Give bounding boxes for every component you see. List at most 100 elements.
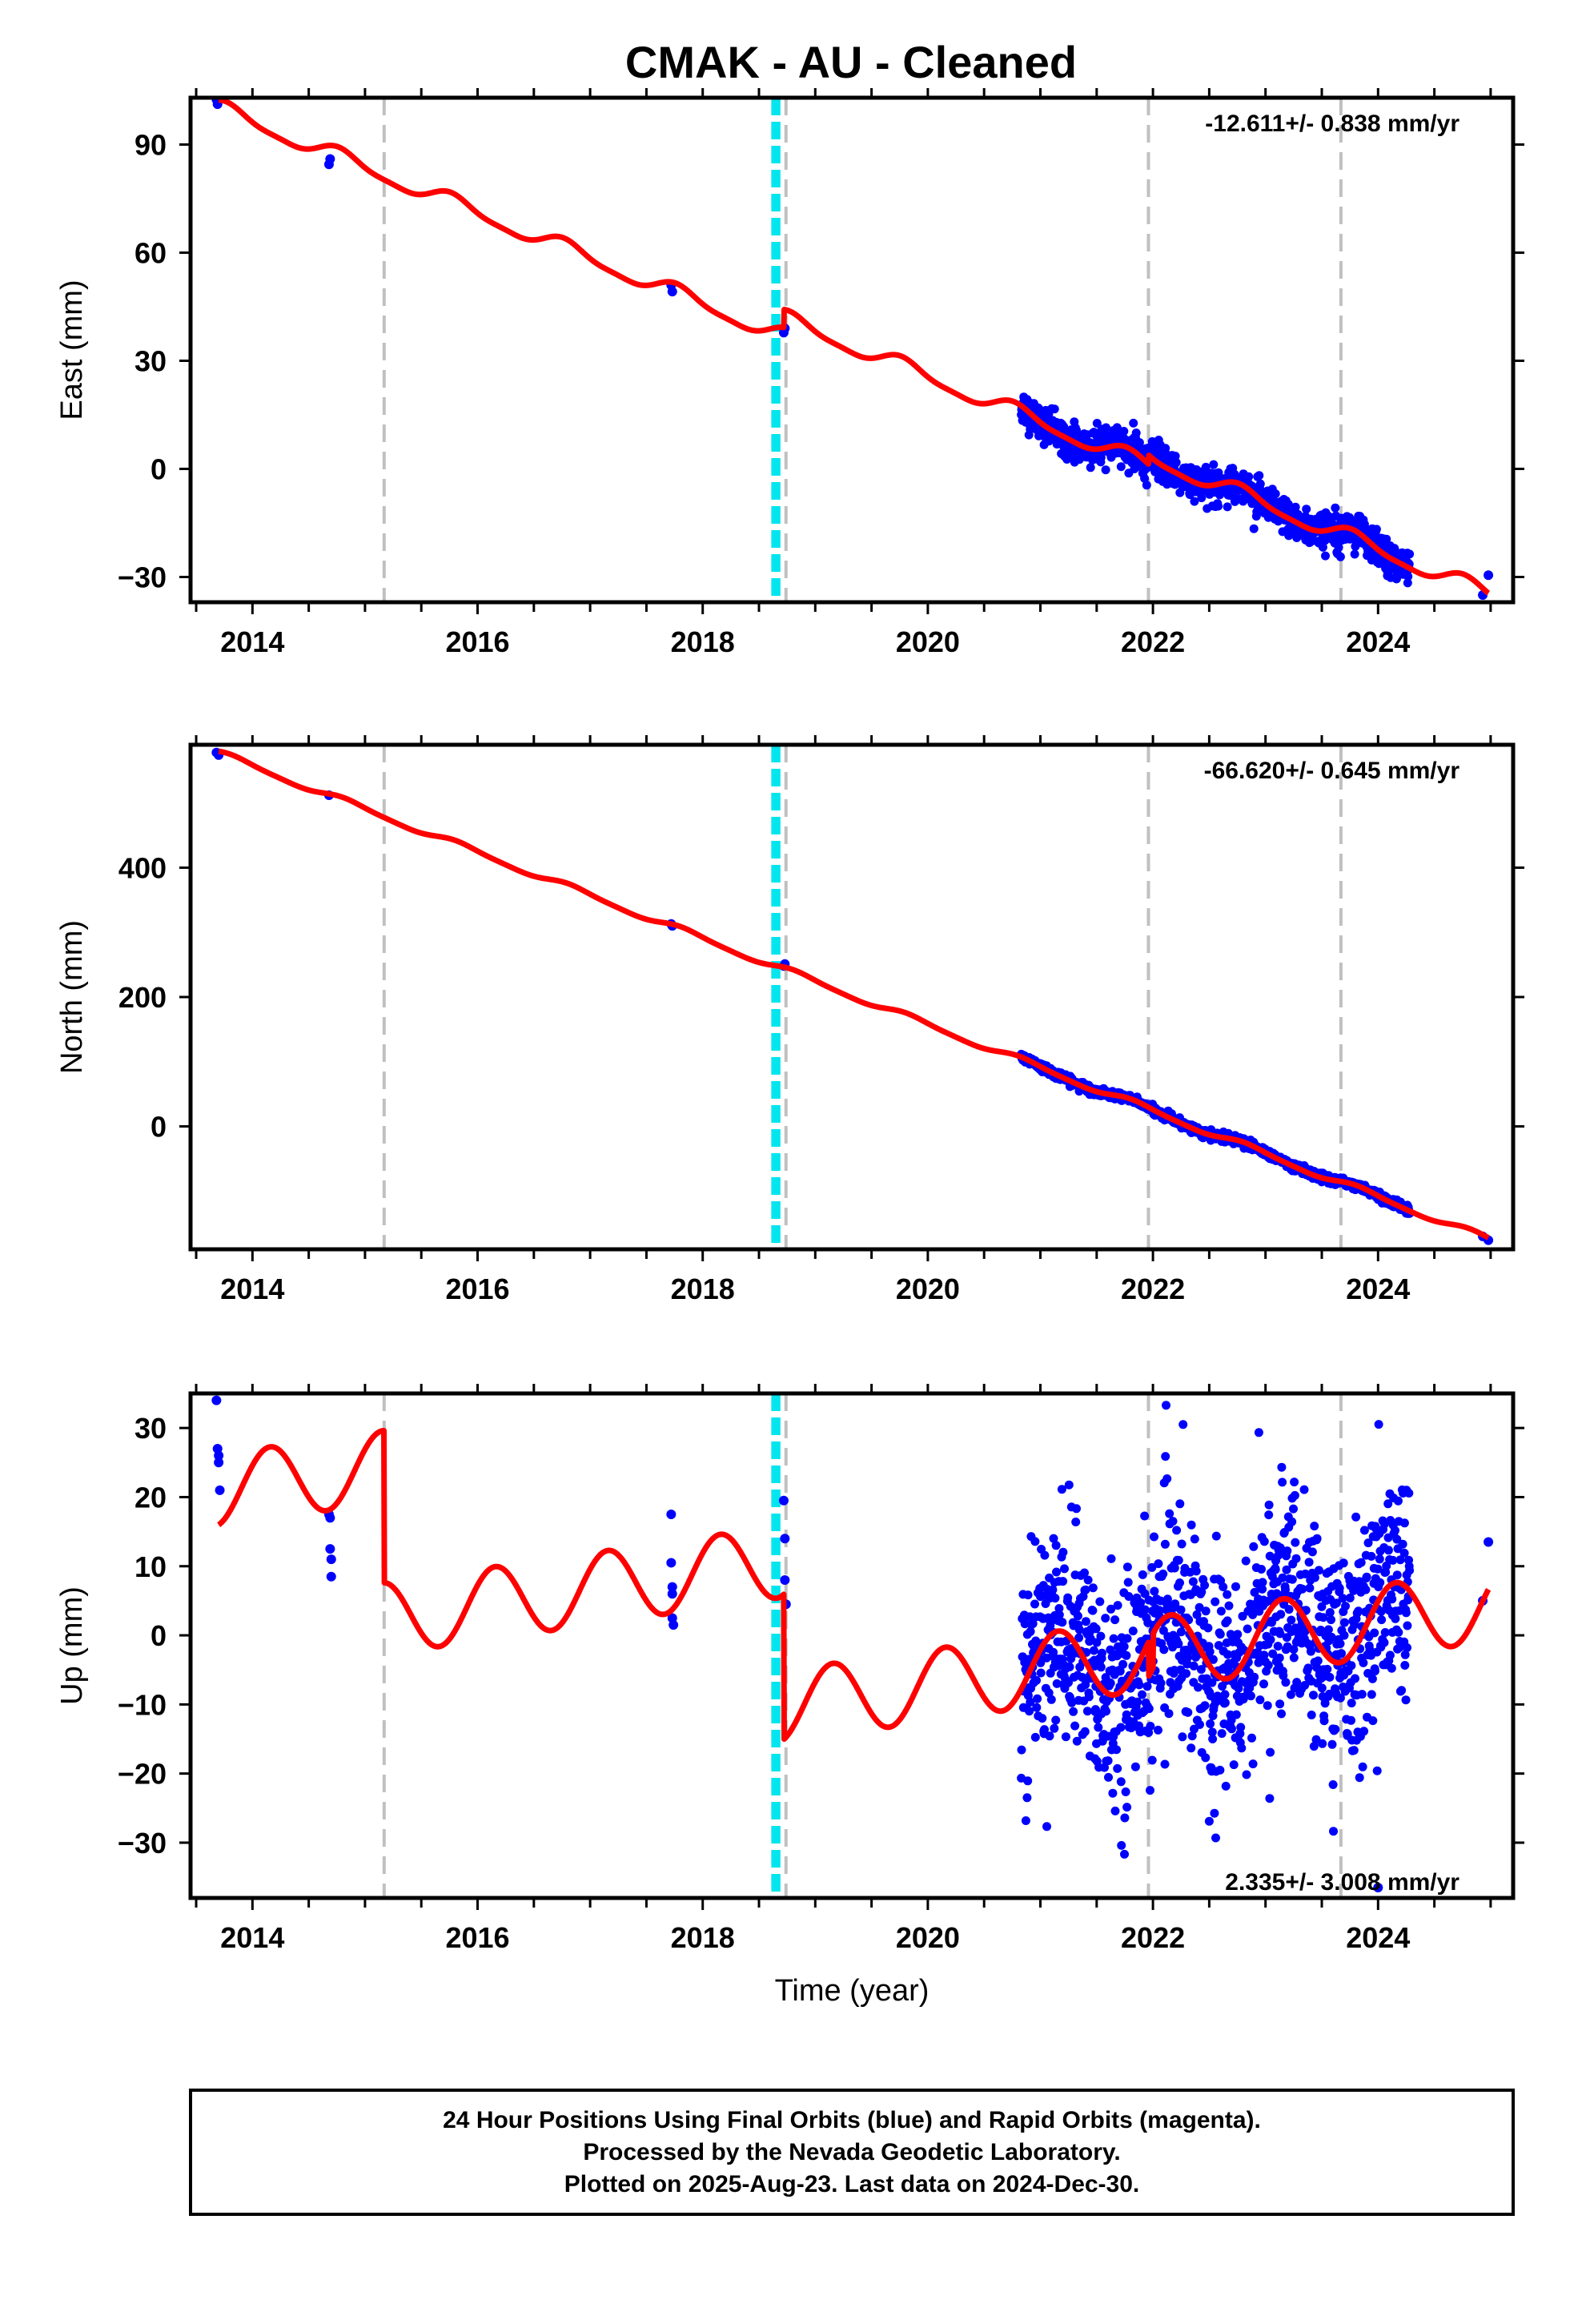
up-data-point — [1263, 1660, 1273, 1670]
east-data-point — [1403, 572, 1413, 581]
up-data-point — [325, 1544, 335, 1554]
up-data-point — [1305, 1583, 1315, 1593]
up-data-point — [1097, 1648, 1106, 1658]
up-data-point — [1391, 1614, 1400, 1623]
up-data-point — [1032, 1675, 1041, 1685]
up-data-point — [1201, 1753, 1211, 1763]
north-x-tick-label: 2014 — [220, 1273, 284, 1305]
up-data-point — [1178, 1732, 1187, 1742]
east-data-point — [1223, 502, 1232, 512]
north-x-tick-label: 2020 — [896, 1273, 960, 1305]
up-data-point — [1317, 1683, 1327, 1693]
up-data-point — [1160, 1539, 1170, 1549]
up-data-point — [1211, 1531, 1221, 1541]
up-data-point — [1266, 1635, 1275, 1644]
up-data-point — [1051, 1715, 1061, 1725]
up-data-point — [1121, 1787, 1130, 1796]
up-data-point — [1351, 1512, 1361, 1522]
up-data-point — [1050, 1723, 1059, 1733]
up-data-point — [1172, 1526, 1182, 1535]
up-data-point — [667, 1589, 677, 1599]
up-data-point — [1250, 1672, 1259, 1682]
east-plot-frame — [188, 95, 1516, 605]
up-data-point — [1259, 1679, 1268, 1689]
up-data-point — [1313, 1656, 1323, 1666]
up-data-point — [1108, 1788, 1118, 1798]
up-data-point — [1327, 1739, 1337, 1749]
up-data-point — [1176, 1605, 1186, 1614]
north-x-tick-label: 2016 — [445, 1273, 509, 1305]
up-data-point — [1117, 1840, 1126, 1850]
up-data-point — [778, 1495, 789, 1506]
up-data-point — [1069, 1707, 1078, 1716]
east-data-point — [325, 154, 335, 164]
up-data-point — [1061, 1732, 1070, 1742]
east-data-point — [1405, 549, 1415, 559]
up-data-point — [1290, 1478, 1299, 1487]
up-data-point — [1393, 1496, 1403, 1506]
up-data-point — [1379, 1638, 1389, 1647]
up-data-point — [1080, 1727, 1090, 1736]
up-data-point — [326, 1571, 336, 1582]
up-y-tick-label: 10 — [135, 1550, 167, 1583]
up-data-point — [1070, 1721, 1080, 1731]
up-data-point — [1259, 1537, 1269, 1546]
east-x-tick-label: 2014 — [220, 625, 284, 658]
up-data-point — [1242, 1770, 1251, 1779]
up-data-point — [1032, 1703, 1042, 1712]
east-data-point — [1403, 578, 1412, 588]
up-data-point — [1287, 1574, 1297, 1584]
up-data-point — [1140, 1605, 1150, 1614]
north-x-tick-label: 2024 — [1346, 1273, 1410, 1305]
up-data-point — [1278, 1478, 1287, 1487]
east-data-point — [1190, 497, 1199, 506]
east-data-point — [1096, 452, 1106, 462]
up-data-point — [1264, 1510, 1274, 1520]
up-data-point — [1359, 1526, 1369, 1535]
up-data-point — [1254, 1428, 1263, 1437]
north-panel: 2014 2016 2018 2020 2022 2024 0 200 400 North (mm… — [55, 735, 1524, 1305]
up-data-point — [1392, 1570, 1402, 1580]
east-data-point — [1318, 542, 1327, 552]
up-data-point — [1162, 1594, 1172, 1604]
up-data-point — [1186, 1520, 1196, 1530]
up-data-point — [1122, 1562, 1132, 1572]
east-data-point — [1134, 438, 1144, 448]
up-data-point — [1401, 1608, 1411, 1618]
up-data-point — [1023, 1776, 1033, 1786]
east-data-point — [1382, 534, 1391, 544]
east-data-point — [1244, 472, 1254, 481]
east-y-tick-label: −30 — [118, 561, 167, 594]
up-data-point — [1401, 1695, 1411, 1705]
north-x-tick-label: 2022 — [1121, 1273, 1185, 1305]
up-data-point — [1233, 1630, 1243, 1639]
up-data-point — [780, 1534, 790, 1544]
up-data-point — [1351, 1674, 1359, 1683]
up-data-point — [1195, 1720, 1204, 1729]
up-data-point — [1170, 1563, 1179, 1573]
up-data-point — [1275, 1653, 1284, 1663]
up-data-point — [1318, 1739, 1327, 1748]
up-data-point — [1204, 1816, 1214, 1826]
up-data-point — [1276, 1610, 1286, 1619]
up-data-point — [1383, 1546, 1393, 1555]
up-data-point — [1156, 1679, 1166, 1688]
up-data-point — [1174, 1555, 1183, 1565]
footer-line-3: Plotted on 2025-Aug-23. Last data on 202… — [564, 2171, 1140, 2197]
up-data-point — [1162, 1401, 1170, 1410]
up-data-point — [1168, 1517, 1178, 1526]
up-data-point — [1106, 1679, 1115, 1688]
up-data-point — [1112, 1745, 1121, 1755]
up-data-point — [1138, 1690, 1146, 1699]
east-data-point — [1050, 404, 1059, 414]
up-data-point — [1404, 1489, 1414, 1498]
up-data-point — [1387, 1663, 1396, 1673]
up-data-point — [1208, 1735, 1218, 1743]
up-data-point — [1104, 1772, 1113, 1782]
up-data-point — [1023, 1590, 1033, 1600]
up-data-point — [1123, 1578, 1133, 1587]
figure-title: CMAK - AU - Cleaned — [625, 37, 1077, 87]
north-rate-label: -66.620+/- 0.645 mm/yr — [1204, 758, 1460, 784]
up-data-point — [1177, 1539, 1186, 1549]
up-data-point — [1096, 1631, 1106, 1641]
